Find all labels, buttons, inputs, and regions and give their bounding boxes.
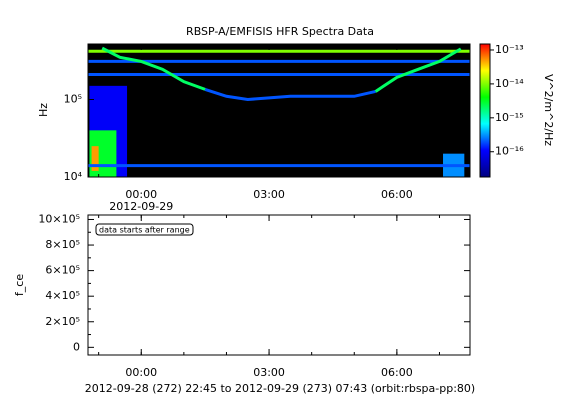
- y-tick-label: 8×10⁵: [45, 238, 80, 251]
- y-tick-label: 4×10⁵: [45, 289, 80, 302]
- spectral-band: [101, 46, 206, 91]
- y-tick-label: 6×10⁵: [45, 264, 80, 277]
- colorbar-tick-label: 10⁻¹⁶: [495, 145, 524, 158]
- y-axis-label: Hz: [37, 103, 50, 117]
- x-axis-label: 2012-09-28 (272) 22:45 to 2012-09-29 (27…: [85, 382, 475, 395]
- y-axis-label: f_ce: [13, 274, 26, 296]
- x-tick-label: 03:00: [253, 366, 285, 379]
- spectral-band: [204, 87, 376, 102]
- colorbar-tick-label: 10⁻¹⁵: [495, 111, 524, 124]
- colorbar: [479, 43, 491, 178]
- spectral-patch: [91, 146, 99, 171]
- colorbar-tick-label: 10⁻¹³: [495, 43, 524, 56]
- chart-title: RBSP-A/EMFISIS HFR Spectra Data: [186, 25, 374, 38]
- y-tick-label: 0: [73, 340, 80, 353]
- annotation: data starts after range: [99, 226, 190, 235]
- plot-frame: [87, 214, 471, 356]
- colorbar-label: V^2/m^2/Hz: [542, 74, 555, 146]
- x-tick-label: 00:00: [125, 188, 157, 201]
- x-date-label: 2012-09-29: [109, 200, 173, 213]
- x-tick-label: 03:00: [253, 188, 285, 201]
- plot-frame: [87, 43, 471, 178]
- y-tick-label: 10⁵: [64, 92, 82, 105]
- colorbar-tick-label: 10⁻¹⁴: [495, 77, 524, 90]
- y-tick-label: 10×10⁵: [38, 212, 80, 225]
- y-tick-label: 10⁴: [64, 170, 83, 183]
- x-tick-label: 00:00: [125, 366, 157, 379]
- x-tick-label: 06:00: [381, 366, 413, 379]
- annotation-box: [95, 223, 194, 236]
- spectral-band: [374, 47, 462, 93]
- x-tick-label: 06:00: [381, 188, 413, 201]
- y-tick-label: 2×10⁵: [45, 315, 80, 328]
